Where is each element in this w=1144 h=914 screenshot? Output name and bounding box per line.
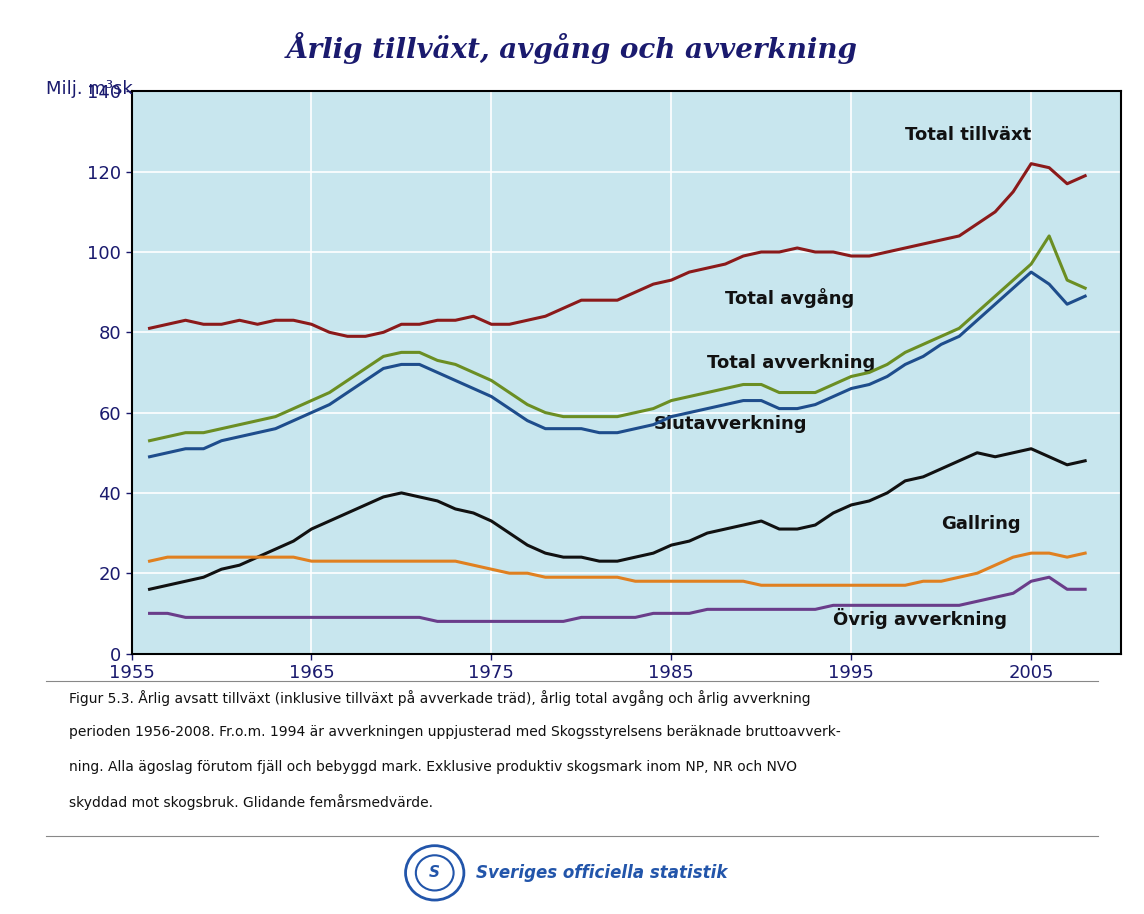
Text: Total avgång: Total avgång [725, 288, 855, 308]
Text: Sveriges officiella statistik: Sveriges officiella statistik [476, 864, 728, 882]
Text: Årlig tillväxt, avgång och avverkning: Årlig tillväxt, avgång och avverkning [286, 32, 858, 64]
Text: Milj. m³sk: Milj. m³sk [46, 80, 133, 99]
Text: S: S [429, 866, 440, 880]
Text: Total avverkning: Total avverkning [707, 355, 875, 373]
Text: skyddad mot skogsbruk. Glidande femårsmedvärde.: skyddad mot skogsbruk. Glidande femårsme… [69, 794, 432, 810]
Text: ning. Alla ägoslag förutom fjäll och bebyggd mark. Exklusive produktiv skogsmark: ning. Alla ägoslag förutom fjäll och beb… [69, 760, 796, 773]
Text: perioden 1956-2008. Fr.o.m. 1994 är avverkningen uppjusterad med Skogsstyrelsens: perioden 1956-2008. Fr.o.m. 1994 är avve… [69, 725, 841, 739]
Text: Slutavverkning: Slutavverkning [653, 415, 807, 432]
Text: Figur 5.3. Årlig avsatt tillväxt (inklusive tillväxt på avverkade träd), årlig t: Figur 5.3. Årlig avsatt tillväxt (inklus… [69, 690, 810, 706]
Text: Total tillväxt: Total tillväxt [905, 125, 1032, 143]
Text: Gallring: Gallring [942, 515, 1020, 533]
Text: Övrig avverkning: Övrig avverkning [833, 609, 1007, 630]
